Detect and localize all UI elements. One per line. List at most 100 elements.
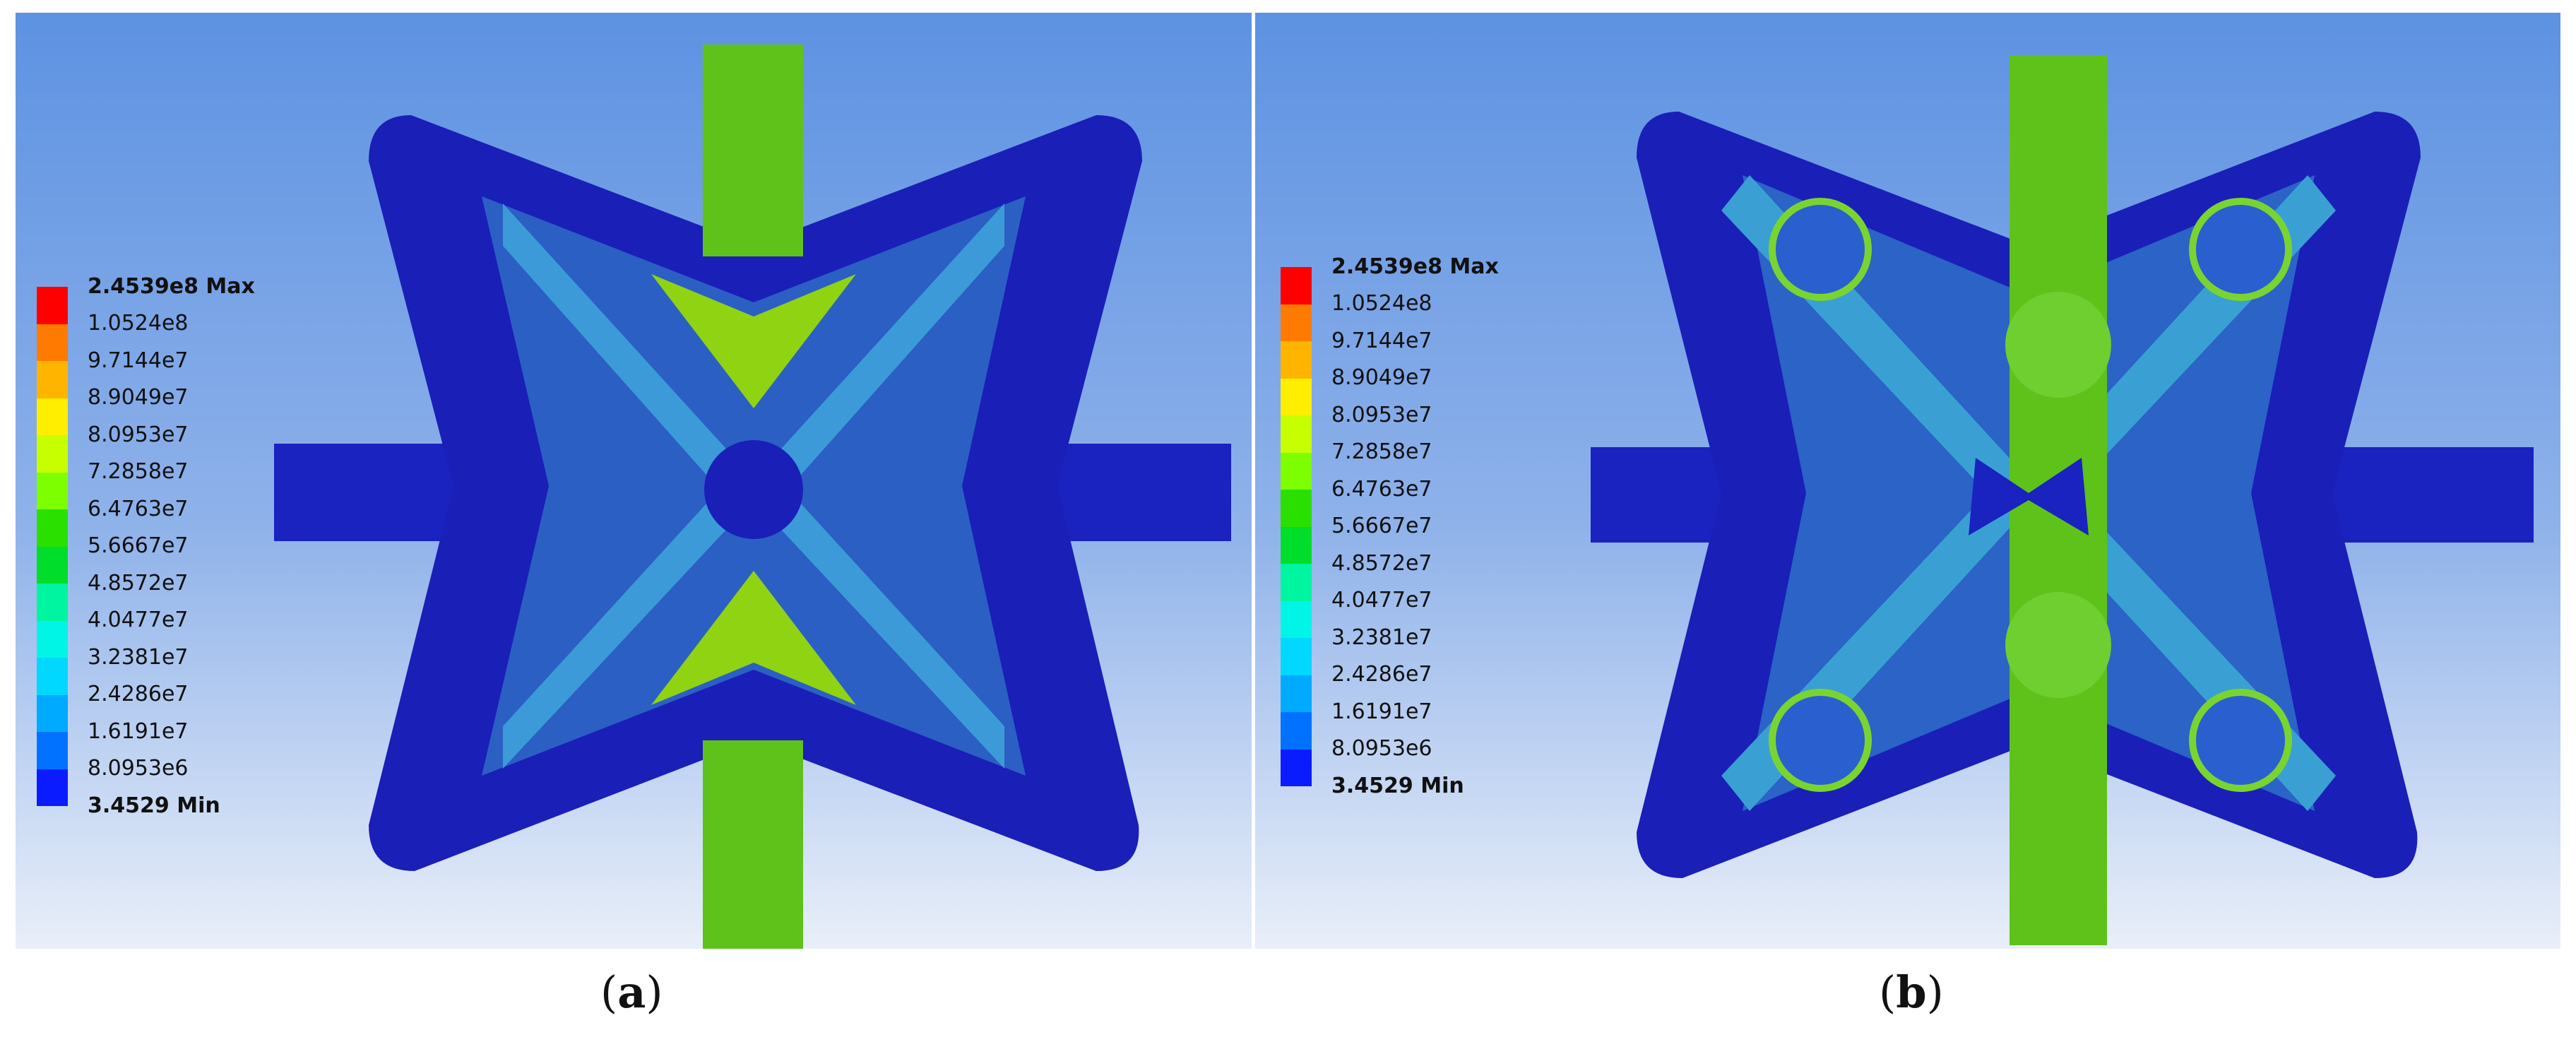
- legend-row: 9.7144e7: [1281, 304, 1514, 353]
- legend-level-label: 1.6191e7: [88, 718, 189, 744]
- legend-swatch: [37, 584, 68, 621]
- legend-level-label: 4.8572e7: [1331, 550, 1432, 576]
- legend-level-label: 8.9049e7: [88, 385, 189, 410]
- legend-level-label: 2.4286e7: [1331, 662, 1432, 687]
- legend-swatch: [37, 732, 68, 769]
- legend-row: 5.6667e7: [1281, 490, 1514, 538]
- legend-row: 8.9049e7: [37, 361, 270, 410]
- rod-top-visible: [703, 45, 803, 256]
- legend-level-label: 8.0953e7: [88, 422, 189, 447]
- legend-row: 4.8572e7: [1281, 526, 1514, 576]
- legend-row: 7.2858e7: [1281, 415, 1514, 464]
- legend-row: 6.4763e7: [37, 472, 270, 521]
- legend-row: 4.0477e7: [1281, 564, 1514, 612]
- legend-level-label: 4.8572e7: [88, 570, 189, 596]
- legend-swatch: [1281, 712, 1312, 750]
- rod-bottom-visible: [703, 740, 803, 949]
- legend-swatch: [1281, 600, 1312, 638]
- legend-level-label: 4.0477e7: [88, 608, 189, 632]
- stress-legend-b: 2.4539e8 Max 1.0524e8 9.7144e7 8.9049e7 8.0…: [1281, 254, 1514, 798]
- legend-level-label: 8.0953e7: [1331, 402, 1432, 427]
- legend-max-label: 2.4539e8 Max: [88, 274, 255, 299]
- legend-swatch: [37, 398, 68, 435]
- legend-row: 8.0953e7: [37, 398, 270, 447]
- legend-swatch: [37, 769, 68, 806]
- legend-row: 4.0477e7: [37, 584, 270, 632]
- panel-b-viewport: 2.4539e8 Max 1.0524e8 9.7144e7 8.9049e7 8.0…: [1255, 13, 2560, 949]
- caption-letter: b: [1896, 966, 1927, 1018]
- legend-level-label: 5.6667e7: [88, 533, 189, 558]
- legend-swatch: [37, 324, 68, 361]
- legend-swatch: [1281, 378, 1312, 415]
- legend-row: 1.0524e8: [37, 287, 270, 336]
- legend-swatch: [37, 361, 68, 398]
- legend-row: 8.0953e6: [37, 732, 270, 781]
- panel-a-viewport: 2.4539e8 Max 1.0524e8 9.7144e7 8.9049e7 8.0…: [16, 13, 1252, 949]
- legend-swatch: [1281, 675, 1312, 712]
- legend-level-label: 7.2858e7: [88, 459, 189, 484]
- legend-level-label: 6.4763e7: [1331, 476, 1432, 502]
- legend-swatch: [37, 472, 68, 509]
- caption-close: ): [1926, 966, 1944, 1018]
- legend-swatch: [1281, 415, 1312, 453]
- node-lower-left: [1769, 689, 1872, 792]
- legend-max-label: 2.4539e8 Max: [1331, 254, 1499, 279]
- rod-node-lower: [2005, 592, 2111, 698]
- legend-swatch: [1281, 638, 1312, 675]
- legend-swatch: [37, 546, 68, 584]
- legend-level-label: 8.0953e6: [88, 756, 189, 781]
- legend-level-label: 1.0524e8: [88, 311, 189, 336]
- legend-level-label: 1.0524e8: [1331, 291, 1432, 316]
- node-upper-right: [2189, 198, 2292, 301]
- caption-b: (b): [1879, 966, 1944, 1018]
- panel-divider: [1252, 13, 1254, 949]
- stress-zone-lower: [651, 571, 856, 705]
- legend-row: 8.9049e7: [1281, 341, 1514, 390]
- legend-swatch: [37, 658, 68, 695]
- caption-close: ): [646, 966, 663, 1018]
- legend-level-label: 3.2381e7: [1331, 624, 1432, 650]
- strut-lower-left: [503, 479, 754, 769]
- legend-swatch: [1281, 564, 1312, 601]
- strut-lower-right: [754, 479, 1004, 769]
- legend-swatch: [37, 620, 68, 658]
- legend-swatch: [1281, 452, 1312, 490]
- legend-row: 1.0524e8: [1281, 267, 1514, 316]
- rod-node-upper: [2005, 292, 2111, 398]
- legend-level-label: 1.6191e7: [1331, 699, 1432, 724]
- legend-swatch: [1281, 526, 1312, 564]
- legend-level-label: 7.2858e7: [1331, 439, 1432, 464]
- lattice-model-b: [1591, 55, 2534, 945]
- legend-swatch: [1281, 490, 1312, 527]
- legend-row: 2.4286e7: [1281, 638, 1514, 687]
- strut-upper-left: [503, 203, 754, 500]
- legend-level-label: 6.4763e7: [88, 496, 189, 521]
- legend-row: 8.0953e6: [1281, 712, 1514, 761]
- legend-row: 3.4529 Min: [37, 769, 270, 818]
- legend-swatch: [37, 435, 68, 473]
- caption-open: (: [600, 966, 618, 1018]
- legend-row: 4.8572e7: [37, 546, 270, 596]
- legend-swatch: [1281, 267, 1312, 304]
- legend-row: 1.6191e7: [37, 694, 270, 744]
- stress-zone-upper: [651, 274, 856, 408]
- legend-level-label: 8.0953e6: [1331, 736, 1432, 761]
- legend-row: 3.2381e7: [1281, 600, 1514, 650]
- legend-swatch: [37, 287, 68, 324]
- legend-level-label: 9.7144e7: [1331, 328, 1432, 353]
- central-hub: [704, 440, 803, 539]
- legend-row: 5.6667e7: [37, 509, 270, 558]
- legend-swatch: [1281, 749, 1312, 786]
- lattice-model-a: [274, 45, 1231, 949]
- caption-letter: a: [617, 966, 646, 1018]
- legend-swatch: [1281, 341, 1312, 379]
- central-cross: [1969, 458, 2089, 535]
- legend-levels: 1.0524e8 9.7144e7 8.9049e7 8.0953e7 7.2858e7…: [37, 287, 270, 818]
- legend-level-label: 5.6667e7: [1331, 514, 1432, 538]
- legend-levels: 1.0524e8 9.7144e7 8.9049e7 8.0953e7 7.2858e7…: [1281, 267, 1514, 798]
- legend-row: 2.4286e7: [37, 658, 270, 706]
- legend-row: 6.4763e7: [1281, 452, 1514, 502]
- stress-legend-a: 2.4539e8 Max 1.0524e8 9.7144e7 8.9049e7 8.0…: [37, 274, 270, 818]
- legend-level-label: 3.2381e7: [88, 644, 189, 670]
- legend-row: 7.2858e7: [37, 435, 270, 484]
